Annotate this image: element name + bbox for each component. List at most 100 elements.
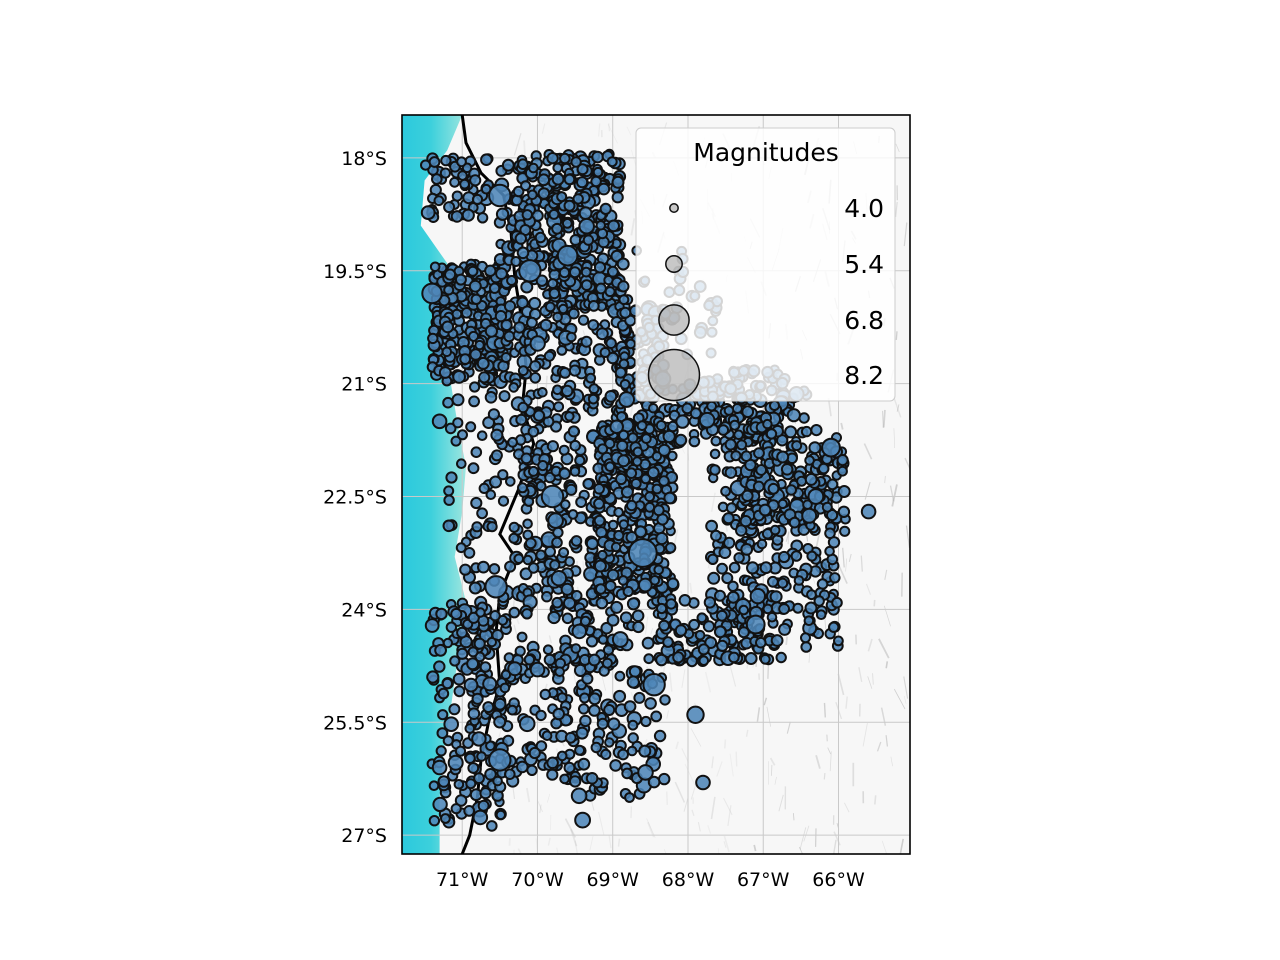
earthquake-marker — [749, 587, 766, 605]
earthquake-marker — [709, 448, 721, 460]
earthquake-marker — [717, 424, 730, 436]
earthquake-marker — [752, 480, 765, 493]
earthquake-marker — [475, 607, 486, 618]
earthquake-marker — [445, 471, 458, 484]
relief-streak — [675, 741, 679, 750]
earthquake-marker — [609, 759, 622, 772]
earthquake-marker — [537, 387, 548, 398]
earthquake-marker — [503, 330, 516, 343]
relief-streak — [598, 811, 605, 836]
earthquake-marker — [428, 815, 441, 827]
earthquake-marker — [508, 521, 520, 533]
relief-streak — [769, 757, 776, 766]
earthquake-marker — [514, 232, 527, 245]
earthquake-marker — [678, 594, 692, 607]
relief-streak — [707, 825, 712, 834]
relief-streak — [526, 787, 531, 803]
earthquake-marker — [469, 348, 483, 361]
earthquake-marker — [552, 162, 564, 174]
earthquake-marker — [609, 419, 625, 435]
earthquake-marker — [504, 768, 516, 781]
earthquake-marker — [604, 390, 618, 403]
earthquake-marker — [767, 482, 780, 495]
earthquake-marker — [784, 425, 798, 439]
earthquake-marker — [627, 719, 639, 731]
relief-streak — [863, 443, 873, 460]
earthquake-marker — [729, 419, 741, 431]
earthquake-marker — [723, 405, 735, 416]
earthquake-marker — [506, 704, 518, 716]
earthquake-marker — [539, 318, 553, 332]
relief-streak — [681, 669, 686, 688]
earthquake-marker — [836, 454, 849, 467]
earthquake-marker — [695, 774, 711, 791]
earthquake-marker — [568, 364, 582, 377]
earthquake-marker — [486, 820, 498, 832]
earthquake-marker — [471, 731, 487, 747]
earthquake-marker — [626, 675, 640, 689]
earthquake-marker — [595, 220, 606, 231]
earthquake-marker — [467, 707, 481, 721]
earthquake-marker — [552, 311, 563, 323]
relief-streak — [498, 726, 503, 738]
earthquake-marker — [543, 653, 556, 666]
earthquake-marker — [681, 402, 694, 415]
relief-streak — [899, 838, 904, 854]
earthquake-marker — [452, 672, 466, 686]
earthquake-marker — [593, 514, 606, 527]
relief-streak — [684, 763, 696, 786]
earthquake-marker — [611, 175, 625, 189]
y-tick-label: 25.5°S — [323, 712, 387, 734]
earthquake-marker — [614, 366, 627, 379]
relief-streak — [872, 673, 874, 685]
earthquake-marker — [816, 578, 829, 590]
earthquake-marker — [710, 435, 722, 447]
earthquake-marker — [577, 757, 591, 771]
earthquake-marker — [574, 811, 591, 829]
earthquake-marker — [741, 405, 755, 419]
relief-streak — [786, 721, 791, 734]
earthquake-marker — [500, 669, 512, 680]
earthquake-marker — [477, 799, 490, 812]
relief-streak — [717, 848, 720, 854]
earthquake-marker — [577, 314, 590, 326]
earthquake-marker — [563, 761, 576, 774]
relief-streak — [724, 739, 727, 749]
earthquake-marker — [520, 280, 534, 294]
earthquake-marker — [688, 435, 701, 448]
earthquake-marker — [617, 280, 630, 293]
earthquake-marker — [775, 651, 787, 664]
earthquake-marker — [655, 653, 668, 667]
earthquake-marker — [492, 775, 503, 787]
earthquake-marker — [546, 768, 559, 781]
earthquake-marker — [548, 287, 561, 300]
earthquake-marker — [517, 482, 528, 494]
earthquake-marker — [523, 654, 536, 666]
earthquake-marker — [626, 499, 638, 512]
earthquake-marker — [568, 266, 581, 279]
earthquake-marker — [766, 611, 778, 623]
earthquake-marker — [561, 218, 573, 229]
earthquake-marker — [739, 515, 752, 528]
relief-streak — [884, 569, 888, 580]
earthquake-marker — [813, 595, 825, 607]
relief-streak — [882, 409, 886, 428]
earthquake-marker — [535, 480, 547, 492]
earthquake-marker — [560, 582, 574, 596]
earthquake-marker — [437, 709, 449, 721]
earthquake-marker — [495, 809, 506, 821]
earthquake-marker — [630, 478, 642, 490]
relief-streak — [650, 627, 654, 635]
earthquake-marker — [662, 429, 676, 444]
earthquake-marker — [567, 509, 579, 520]
earthquake-marker — [554, 666, 566, 678]
relief-streak — [582, 560, 585, 572]
earthquake-marker — [597, 634, 609, 645]
earthquake-marker — [837, 505, 851, 518]
relief-streak — [862, 723, 868, 747]
earthquake-marker — [736, 439, 748, 451]
earthquake-marker — [428, 156, 441, 168]
earthquake-marker — [454, 745, 467, 757]
legend-label: 5.4 — [844, 250, 884, 279]
y-tick-labels: 18°S 19.5°S 21°S 22.5°S 24°S 25.5°S 27°S — [323, 148, 387, 847]
